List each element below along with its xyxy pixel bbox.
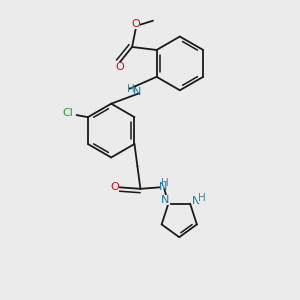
Text: H: H: [127, 84, 135, 94]
Text: N: N: [159, 182, 167, 192]
Text: N: N: [192, 196, 200, 206]
Text: O: O: [131, 19, 140, 29]
Text: Cl: Cl: [63, 108, 74, 118]
Text: N: N: [133, 87, 141, 98]
Text: H: H: [161, 178, 169, 188]
Text: O: O: [110, 182, 119, 192]
Text: H: H: [198, 193, 206, 203]
Text: O: O: [115, 62, 124, 72]
Text: N: N: [161, 195, 170, 205]
